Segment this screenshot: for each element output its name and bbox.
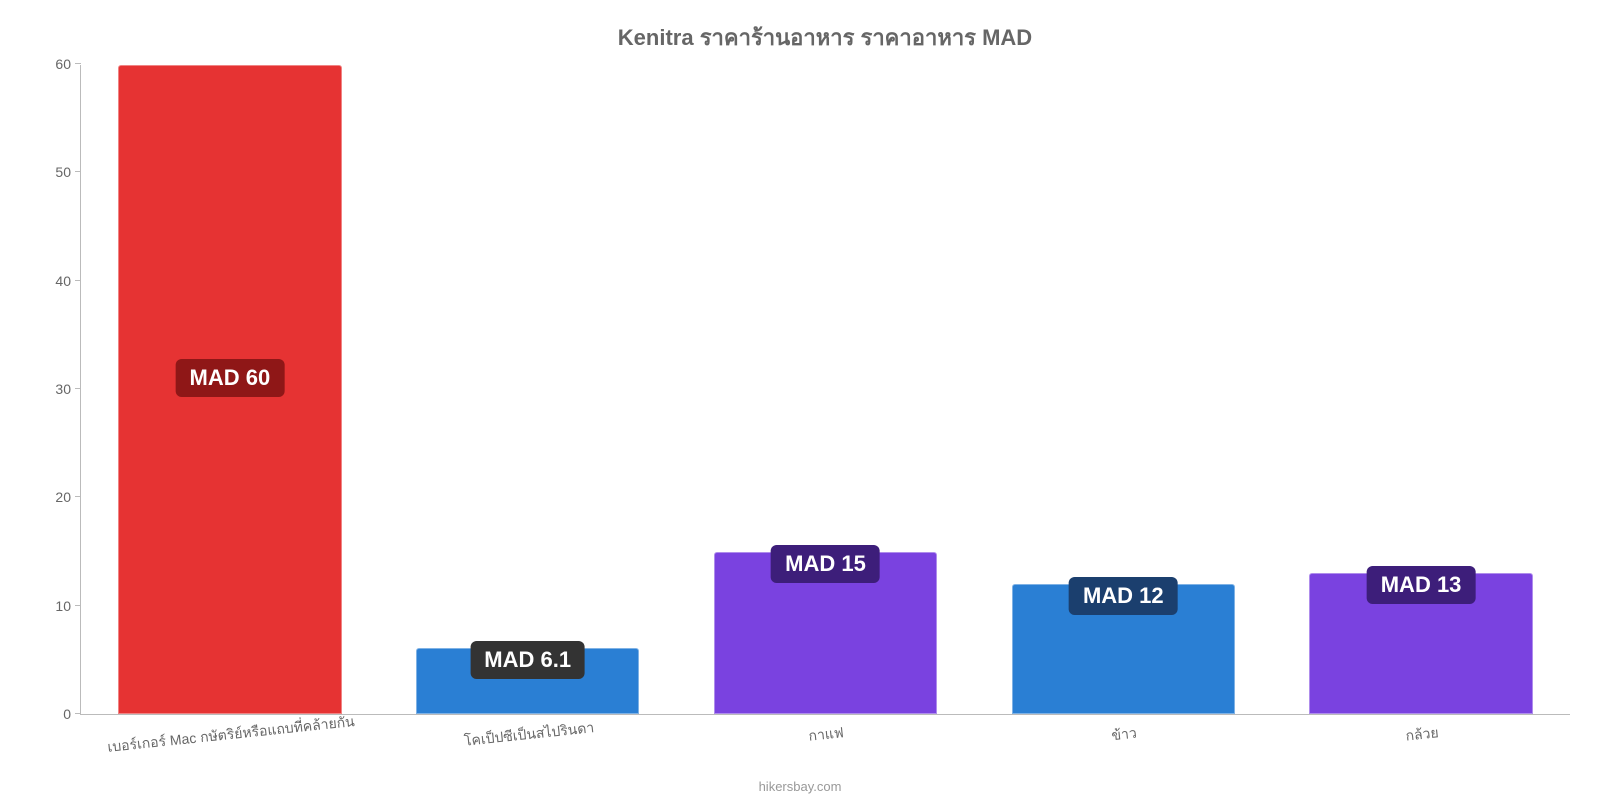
bar-value-label: MAD 12 [1069, 577, 1178, 615]
bar-value-label: MAD 6.1 [470, 641, 585, 679]
plot-area: 0102030405060 MAD 60MAD 6.1MAD 15MAD 12M… [80, 65, 1570, 715]
y-tick-label: 10 [31, 598, 71, 614]
bar: MAD 15 [714, 552, 937, 714]
attribution-text: hikersbay.com [759, 779, 842, 794]
bar-value-label: MAD 13 [1367, 566, 1476, 604]
bar-slot: MAD 15 [677, 65, 975, 714]
x-category-label: โคเป็ปซีเป็นสไปรินดา [463, 717, 595, 753]
bar-value-label: MAD 15 [771, 545, 880, 583]
bar: MAD 6.1 [416, 648, 639, 714]
y-tick-label: 40 [31, 273, 71, 289]
y-tick-label: 0 [31, 706, 71, 722]
chart-title: Kenitra ราคาร้านอาหาร ราคาอาหาร MAD [80, 20, 1570, 55]
bar-slot: MAD 6.1 [379, 65, 677, 714]
bar-slot: MAD 60 [81, 65, 379, 714]
y-tick-label: 20 [31, 489, 71, 505]
chart-container: Kenitra ราคาร้านอาหาร ราคาอาหาร MAD 0 10 2… [0, 0, 1600, 800]
bar: MAD 13 [1309, 573, 1532, 714]
x-category-label: เบอร์เกอร์ Mac กษัตริย์หรือแถบที่คล้ายกั… [106, 711, 355, 759]
y-tick-label: 60 [31, 56, 71, 72]
y-tick-mark [75, 63, 81, 64]
x-category-label: ข้าว [1111, 723, 1138, 748]
bar-value-label: MAD 60 [176, 359, 285, 397]
bars-wrap: MAD 60 MAD 6.1 MAD 15 MAD 12 MAD 13 [81, 65, 1570, 714]
bar: MAD 12 [1012, 584, 1235, 714]
y-tick-label: 50 [31, 164, 71, 180]
bar-slot: MAD 13 [1272, 65, 1570, 714]
y-tick-label: 30 [31, 381, 71, 397]
x-category-label: กาแฟ [808, 722, 845, 748]
x-category-label: กล้วย [1405, 722, 1440, 747]
bar-slot: MAD 12 [974, 65, 1272, 714]
bar: MAD 60 [118, 65, 341, 714]
